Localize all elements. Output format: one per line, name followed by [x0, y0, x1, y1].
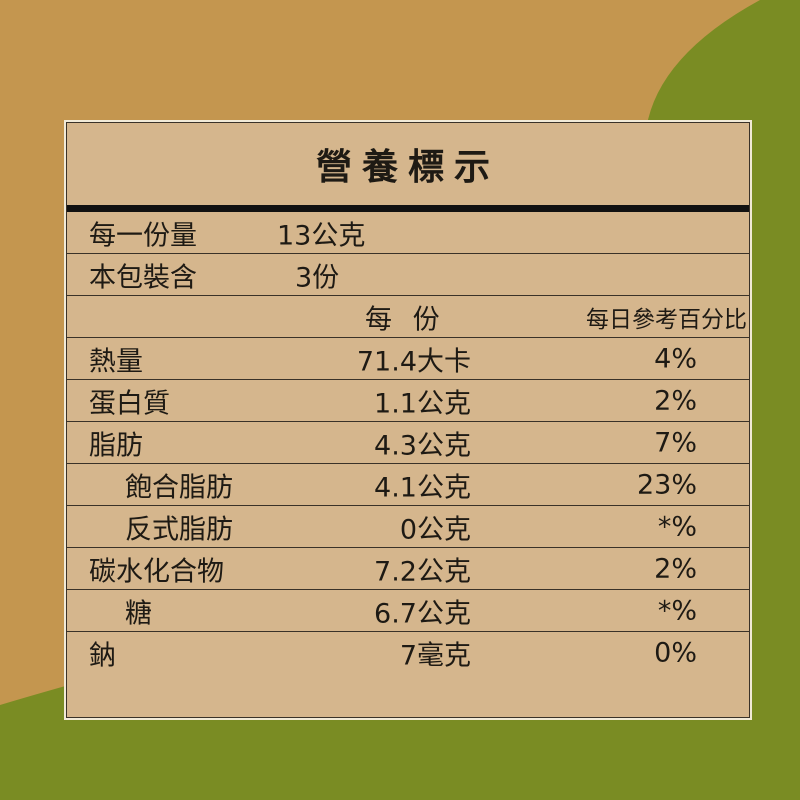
nutrient-percent: 0% — [654, 637, 697, 668]
servings-row: 本包裝含 3份 — [67, 254, 749, 296]
divider — [67, 205, 749, 212]
nutrient-percent: 2% — [654, 553, 697, 584]
nutrient-name: 飽合脂肪 — [125, 472, 233, 503]
nutrient-row: 熱量 71.4大卡 4% — [67, 338, 749, 380]
nutrient-percent: *% — [657, 595, 697, 626]
nutrient-row: 糖 6.7公克 *% — [67, 590, 749, 632]
nutrient-name: 碳水化合物 — [89, 556, 224, 587]
nutrient-amount: 4.1公克 — [374, 472, 471, 503]
nutrient-name: 糖 — [125, 598, 152, 629]
serving-size-value: 13公克 — [277, 220, 366, 251]
nutrient-row: 飽合脂肪 4.1公克 23% — [67, 464, 749, 506]
label-title: 營養標示 — [315, 147, 500, 188]
nutrient-percent: 23% — [636, 469, 697, 500]
nutrient-name: 脂肪 — [89, 430, 143, 461]
nutrient-name: 鈉 — [89, 640, 116, 671]
nutrition-label: 營養標示 每一份量 13公克 本包裝含 3份 每 份 每日參考百分比 熱量 71.… — [64, 120, 752, 720]
nutrient-amount: 1.1公克 — [374, 388, 471, 419]
nutrient-percent: 2% — [654, 385, 697, 416]
nutrient-row: 碳水化合物 7.2公克 2% — [67, 548, 749, 590]
nutrient-name: 熱量 — [89, 346, 143, 377]
per-serving-header: 每 份 — [365, 304, 446, 335]
nutrient-row: 反式脂肪 0公克 *% — [67, 506, 749, 548]
nutrient-percent: *% — [657, 511, 697, 542]
nutrient-amount: 7.2公克 — [374, 556, 471, 587]
nutrient-row: 蛋白質 1.1公克 2% — [67, 380, 749, 422]
serving-size-label: 每一份量 — [89, 220, 197, 251]
nutrient-amount: 0公克 — [399, 514, 471, 545]
header-row: 每 份 每日參考百分比 — [67, 296, 749, 338]
nutrient-amount: 71.4大卡 — [356, 346, 471, 377]
nutrient-row: 脂肪 4.3公克 7% — [67, 422, 749, 464]
nutrient-name: 反式脂肪 — [125, 514, 233, 545]
nutrient-amount: 6.7公克 — [374, 598, 471, 629]
daily-value-header: 每日參考百分比 — [586, 306, 747, 333]
serving-size-row: 每一份量 13公克 — [67, 212, 749, 254]
servings-value: 3份 — [295, 262, 340, 293]
nutrient-percent: 7% — [654, 427, 697, 458]
servings-label: 本包裝含 — [89, 262, 197, 293]
nutrient-amount: 4.3公克 — [374, 430, 471, 461]
nutrient-row: 鈉 7毫克 0% — [67, 632, 749, 673]
nutrient-name: 蛋白質 — [89, 388, 170, 419]
nutrient-amount: 7毫克 — [399, 640, 471, 671]
nutrient-percent: 4% — [654, 343, 697, 374]
